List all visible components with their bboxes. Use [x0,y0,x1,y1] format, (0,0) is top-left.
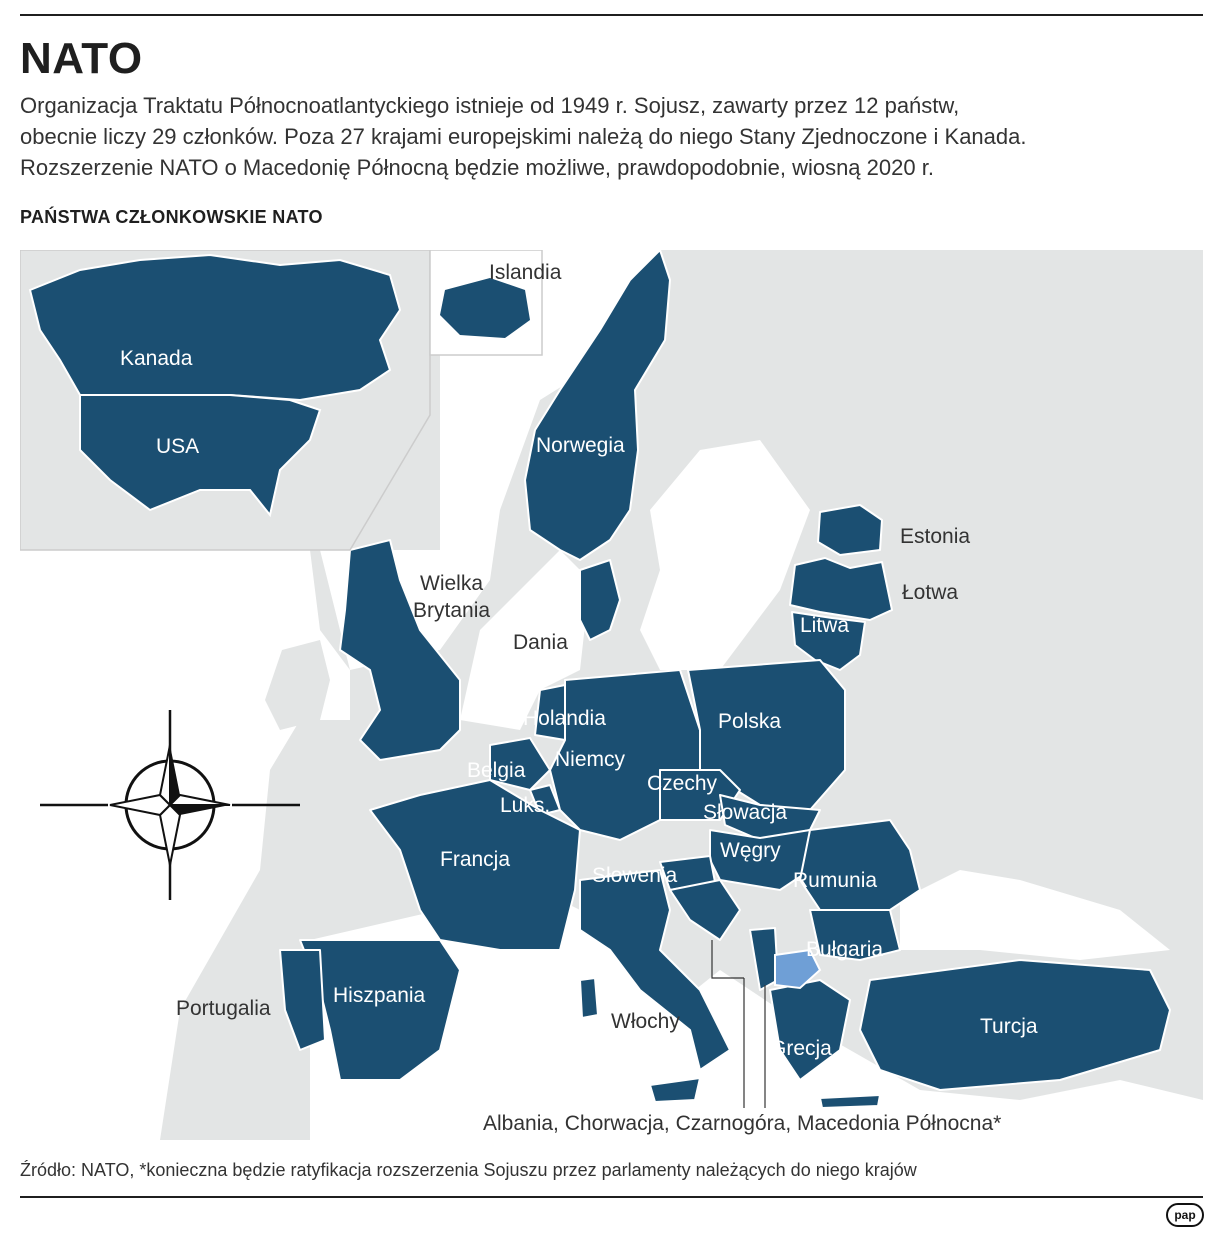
country-sicily [649,1077,701,1103]
subtitle-line: Rozszerzenie NATO o Macedonię Północną b… [20,155,934,180]
label-islandia: Islandia [489,261,562,284]
label-litwa: Litwa [800,614,849,637]
country-sardinia [579,977,599,1019]
label-belgia: Belgia [467,759,526,782]
label-slowacja: Słowacja [703,801,787,824]
label-wegry: Węgry [720,839,781,862]
country-france [369,779,581,951]
country-romania [799,819,921,911]
label-dania: Dania [513,631,568,654]
label-kanada: Kanada [120,347,193,370]
label-niemcy: Niemcy [555,748,626,771]
country-canada [28,253,402,402]
label-estonia: Estonia [900,525,970,548]
country-norway [524,250,671,561]
country-greece [769,979,851,1081]
label-czechy: Czechy [647,772,718,795]
country-latvia [789,557,893,621]
pap-logo-text: pap [1174,1208,1195,1222]
country-belgium [489,737,551,791]
country-crete [819,1094,881,1109]
balkans-leader-lines [711,940,766,1108]
subtitle-line: Organizacja Traktatu Północnoatlantyckie… [20,93,960,118]
country-uk [339,539,461,761]
label-lotwa: Łotwa [902,581,958,604]
label-portugalia: Portugalia [176,997,271,1020]
top-rule [20,14,1203,16]
label-turcja: Turcja [980,1015,1038,1038]
label-balkans-note: Albania, Chorwacja, Czarnogóra, Macedoni… [483,1112,1001,1135]
label-grecja: Grecja [770,1037,832,1060]
country-italy [579,869,731,1071]
bottom-rule [20,1196,1203,1198]
label-polska: Polska [718,710,781,733]
page-title: NATO [20,34,143,83]
label-usa: USA [156,435,199,458]
country-usa [79,394,322,518]
country-lithuania [791,611,866,671]
label-wlochy: Włochy [611,1010,680,1033]
country-portugal [279,949,326,1051]
country-germany [549,669,701,841]
nato-map: Kanada USA Islandia Norwegia Estonia Łot… [20,250,1203,1140]
country-estonia [817,504,883,556]
label-wielka: Wielka [420,572,483,595]
member-states [279,250,1171,1109]
country-iceland [440,278,530,338]
pap-logo: pap [1166,1203,1204,1227]
inset-north-america [20,250,431,551]
label-francja: Francja [440,848,510,871]
label-rumunia: Rumunia [793,869,877,892]
subtitle-line: obecnie liczy 29 członków. Poza 27 kraja… [20,124,1027,149]
country-bulgaria [809,909,901,961]
section-label: PAŃSTWA CZŁONKOWSKIE NATO [20,207,323,227]
country-north-macedonia [774,948,822,990]
label-bulgaria: Bułgaria [806,938,883,961]
country-croatia-ish [669,879,741,941]
country-turkey [859,959,1171,1091]
inset-iceland [429,250,543,356]
label-luks: Luks. [500,794,550,817]
label-norwegia: Norwegia [536,434,625,457]
label-brytania: Brytania [413,599,490,622]
label-slowenia: Słowenia [592,864,678,887]
label-holandia: Holandia [523,707,606,730]
label-hiszpania: Hiszpania [333,984,426,1007]
subtitle: Organizacja Traktatu Północnoatlantyckie… [20,90,1200,183]
country-denmark [579,559,621,641]
nato-compass-icon [40,710,300,900]
source-note: Źródło: NATO, *konieczna będzie ratyfika… [20,1160,917,1180]
